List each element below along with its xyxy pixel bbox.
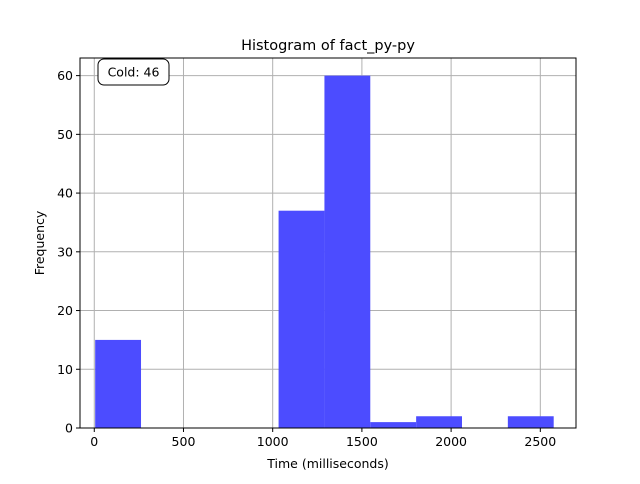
annotation-box — [97, 58, 170, 86]
chart-title: Histogram of fact_py-py — [241, 38, 415, 54]
x-tick-label: 500 — [172, 434, 196, 449]
y-tick-label: 30 — [57, 244, 73, 259]
y-axis-label: Frequency — [32, 210, 47, 275]
x-axis-ticks: 0 500 1000 1500 2000 2500 — [90, 428, 556, 449]
bars — [95, 75, 554, 428]
histogram-bar — [370, 422, 417, 428]
x-axis-label: Time (milliseconds) — [266, 456, 388, 471]
y-tick-label: 0 — [65, 421, 73, 436]
histogram-bar — [324, 75, 371, 428]
y-tick-label: 20 — [57, 303, 73, 318]
x-tick-label: 2000 — [435, 434, 467, 449]
y-tick-label: 40 — [57, 186, 73, 201]
annotation-text: Cold: 46 — [108, 65, 160, 80]
x-tick-label: 2500 — [524, 434, 556, 449]
x-tick-label: 1500 — [346, 434, 378, 449]
y-tick-label: 60 — [57, 68, 73, 83]
y-axis-ticks: 0 10 20 30 40 50 60 — [57, 68, 80, 436]
plot-frame — [79, 57, 577, 429]
histogram-bar — [95, 339, 142, 428]
x-tick-label: 1000 — [257, 434, 289, 449]
cold-annotation: Cold: 46 — [97, 58, 170, 86]
y-tick-label: 10 — [57, 362, 73, 377]
x-tick-label: 0 — [90, 434, 98, 449]
y-tick-label: 50 — [57, 127, 73, 142]
histogram-bar — [278, 210, 325, 428]
histogram-bar — [507, 416, 554, 428]
histogram-bar — [416, 416, 462, 428]
